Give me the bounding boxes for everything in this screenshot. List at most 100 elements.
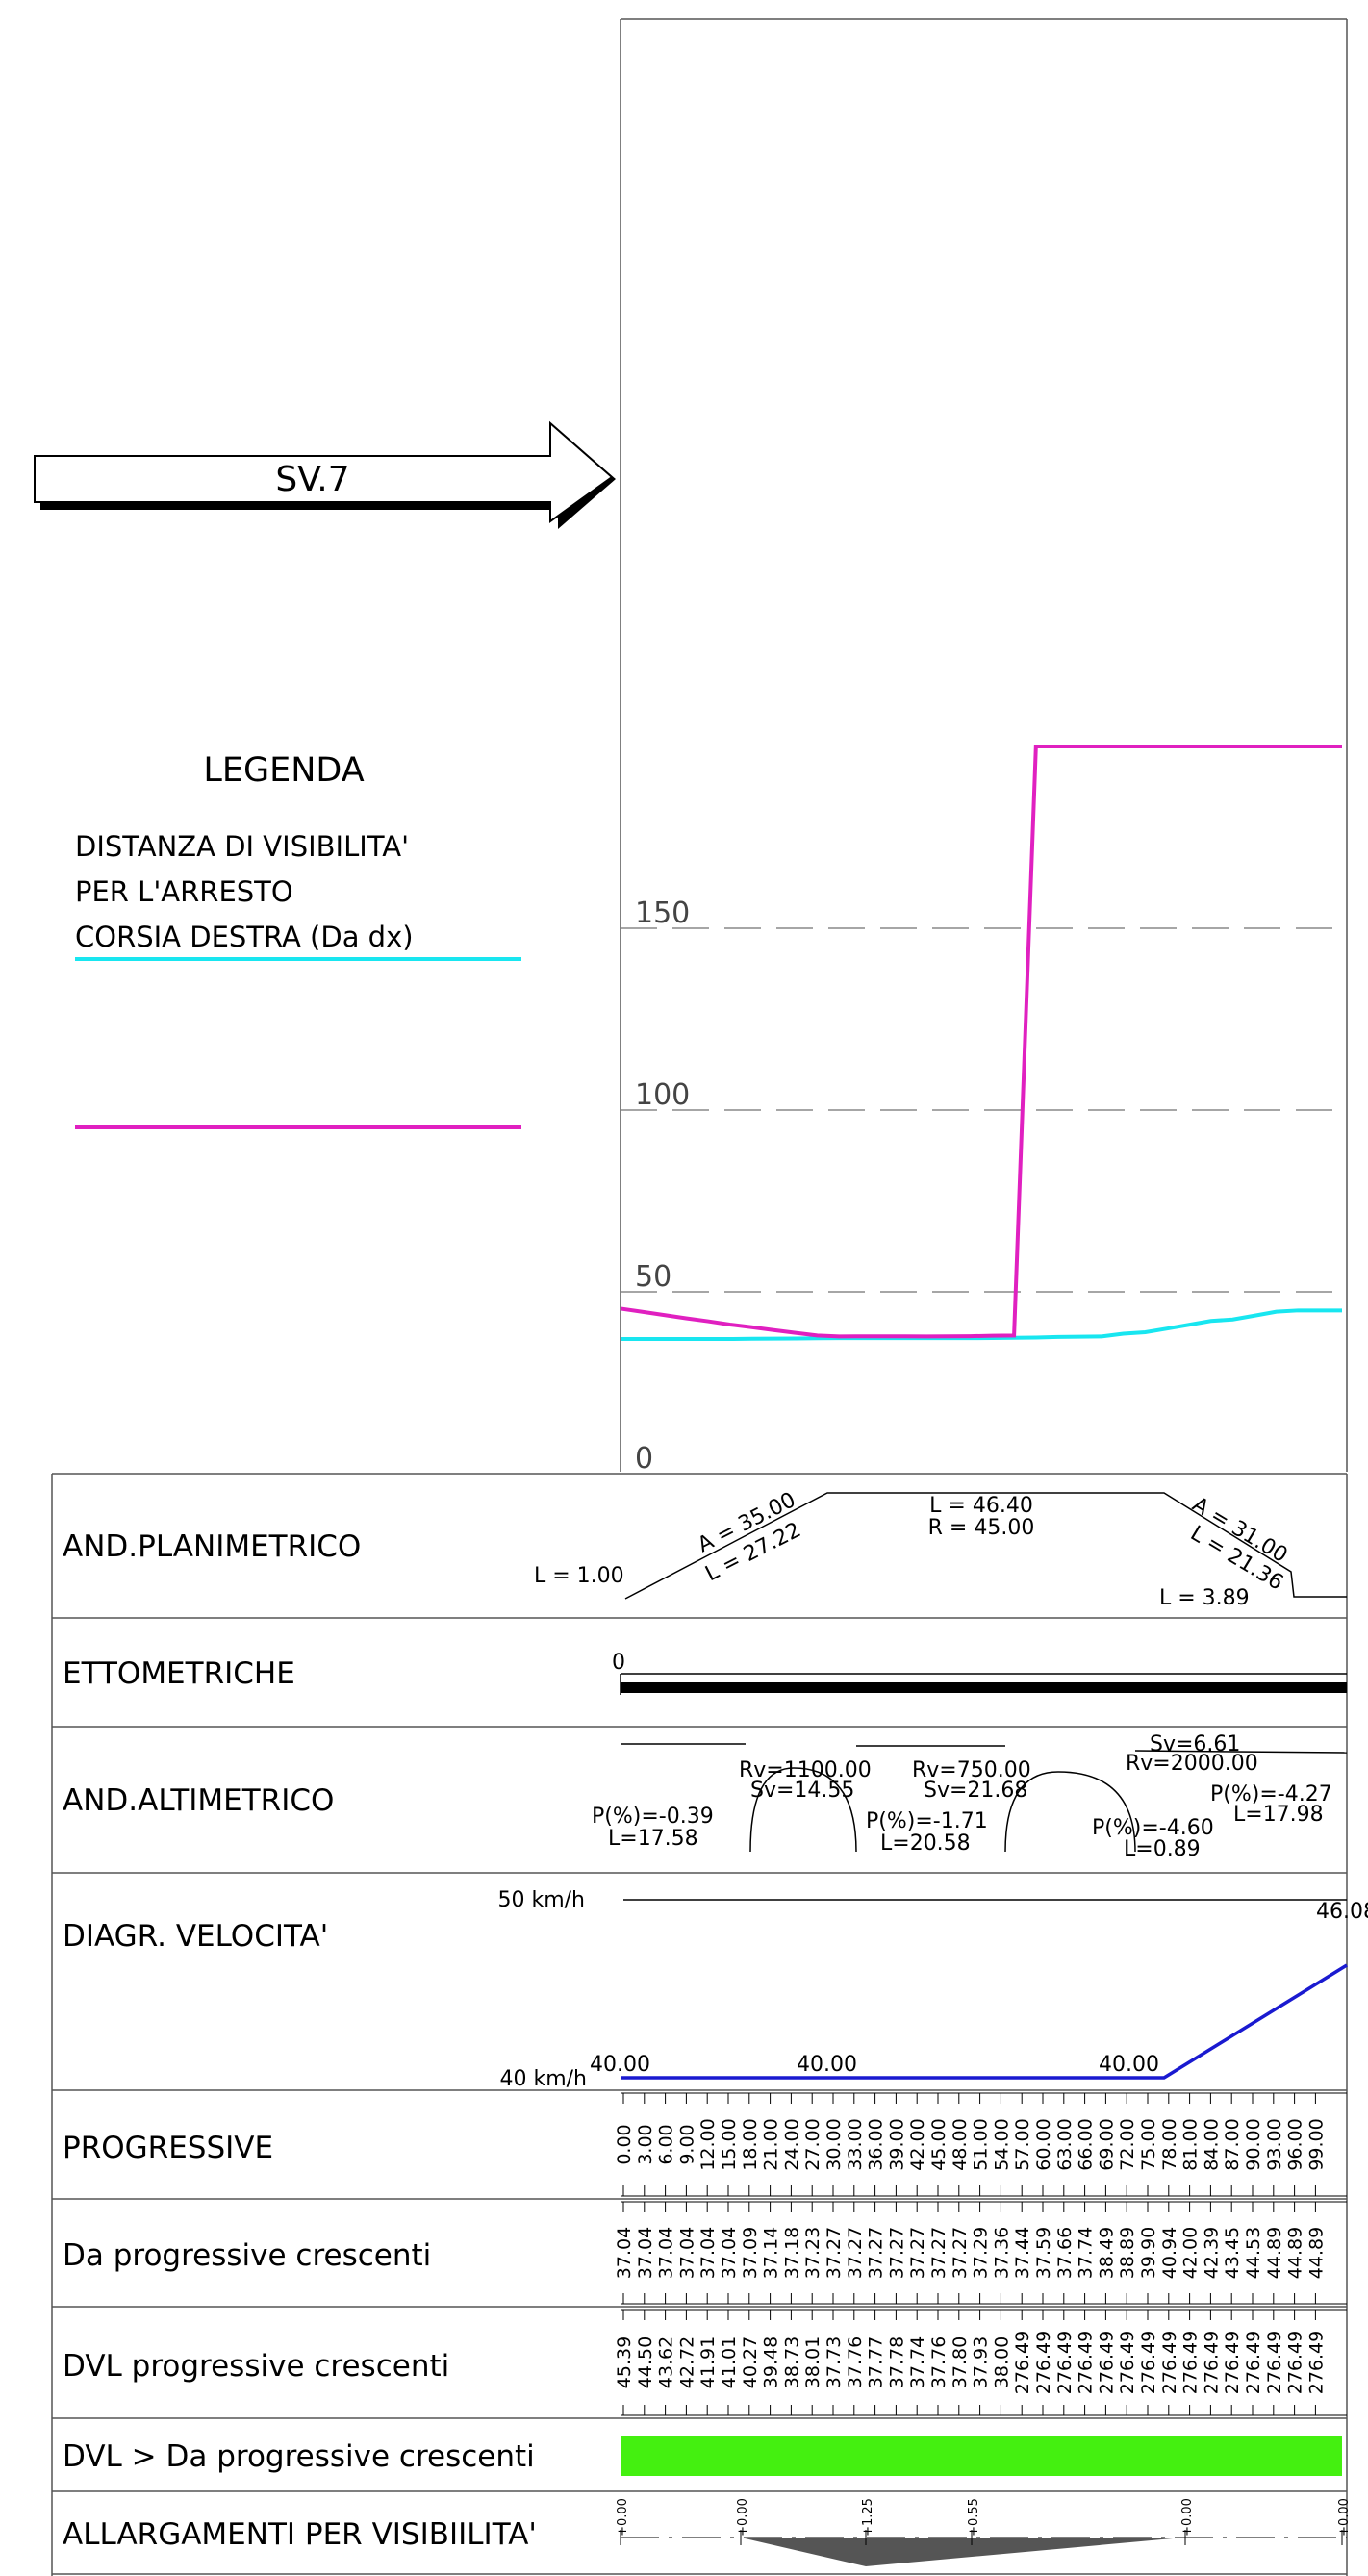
section-arrow: SV.7 <box>34 420 616 529</box>
cell-value: 38.73 <box>781 2336 802 2388</box>
velocity-v4: 46.08 <box>1316 1900 1368 1924</box>
cell-value: 37.27 <box>866 2227 887 2279</box>
velocity-v1: 40.00 <box>590 2053 650 2077</box>
cell-value: 276.49 <box>1096 2331 1117 2394</box>
cell-value: 37.27 <box>886 2227 907 2279</box>
cell-value: 38.01 <box>802 2336 823 2388</box>
cell-value: 276.49 <box>1138 2331 1159 2394</box>
cell-value: 37.04 <box>656 2227 677 2279</box>
cell-value: 45.00 <box>928 2118 950 2170</box>
speed-line <box>621 1963 1348 2080</box>
cell-value: 38.49 <box>1096 2227 1117 2279</box>
cell-value: 42.00 <box>1180 2227 1202 2279</box>
cell-value: 37.23 <box>802 2227 823 2279</box>
cell-value: 40.27 <box>740 2336 761 2388</box>
cell-value: 37.73 <box>823 2336 845 2388</box>
andalt-rv3: Rv=2000.00 <box>1126 1752 1258 1776</box>
andplan-l1: L = 1.00 <box>534 1564 624 1588</box>
legend-line-1: DISTANZA DI VISIBILITA' <box>75 830 409 863</box>
widening-value: +0.00 <box>1337 2498 1352 2537</box>
andalt-p4: P(%)=-4.27 <box>1210 1782 1332 1806</box>
row-label-andalt: AND.ALTIMETRICO <box>63 1783 334 1818</box>
cell-value: 30.00 <box>823 2118 845 2170</box>
cell-value: 37.27 <box>907 2227 928 2279</box>
chart-series <box>620 745 1342 1341</box>
andalt-p1: P(%)=-0.39 <box>592 1805 714 1829</box>
horizontal-alignment: L = 1.00 A = 35.00 L = 27.22 L = 46.40 R… <box>534 1488 1347 1610</box>
row-label-compare: DVL > Da progressive crescenti <box>63 2439 535 2474</box>
cell-value: 41.01 <box>719 2336 740 2388</box>
cell-value: 60.00 <box>1033 2118 1054 2170</box>
cell-value: 276.49 <box>1033 2331 1054 2394</box>
row-label-dvl: DVL progressive crescenti <box>63 2349 449 2384</box>
cell-value: 27.00 <box>802 2118 823 2170</box>
cell-value: 37.27 <box>928 2227 950 2279</box>
widening-value: +0.00 <box>616 2498 630 2537</box>
row-label-velocity: DIAGR. VELOCITA' <box>63 1919 328 1954</box>
cell-value: 6.00 <box>656 2124 677 2164</box>
cell-value: 39.48 <box>761 2336 782 2388</box>
cell-value: 276.49 <box>1054 2331 1076 2394</box>
cell-value: 54.00 <box>991 2118 1012 2170</box>
progressive-row: 0.00 3.00 6.00 9.00 12.00 15.00 18.00 21.00 24.0… <box>614 2092 1347 2197</box>
speed-diagram: 50 km/h 40 km/h 40.00 40.00 40.00 46.08 <box>497 1888 1368 2091</box>
velocity-v3: 40.00 <box>1099 2053 1159 2077</box>
andalt-sv1: Sv=14.55 <box>750 1779 854 1803</box>
cell-value: 42.00 <box>907 2118 928 2170</box>
dvl-row: 45.39 44.50 43.62 42.72 41.91 41.01 40.27 39.48… <box>614 2309 1347 2416</box>
widening-value: +1.25 <box>861 2498 875 2537</box>
cell-value: 37.04 <box>614 2227 635 2279</box>
cell-value: 84.00 <box>1201 2118 1222 2170</box>
cell-value: 38.00 <box>991 2336 1012 2388</box>
cell-value: 276.49 <box>1305 2331 1327 2394</box>
cell-value: 37.59 <box>1033 2227 1054 2279</box>
cell-value: 44.53 <box>1243 2227 1264 2279</box>
row-label-allargamenti: ALLARGAMENTI PER VISIBIILITA' <box>63 2517 537 2552</box>
cell-value: 37.04 <box>635 2227 656 2279</box>
widening-value: +0.00 <box>1180 2498 1195 2537</box>
cell-value: 41.91 <box>697 2336 719 2388</box>
cell-value: 37.04 <box>697 2227 719 2279</box>
cell-value: 37.36 <box>991 2227 1012 2279</box>
cell-value: 44.89 <box>1264 2227 1285 2279</box>
andalt-rv1: Rv=1100.00 <box>739 1758 872 1782</box>
cell-value: 276.49 <box>1117 2331 1138 2394</box>
row-label-da: Da progressive crescenti <box>63 2238 431 2273</box>
vertical-alignment: P(%)=-0.39 L=17.58 Rv=1100.00 Sv=14.55 P… <box>592 1732 1348 1861</box>
chart-grid: 150 100 50 0 <box>621 897 1347 1476</box>
cell-value: 18.00 <box>740 2118 761 2170</box>
cell-value: 44.89 <box>1285 2227 1306 2279</box>
cell-value: 37.44 <box>1012 2227 1033 2279</box>
cell-value: 69.00 <box>1096 2118 1117 2170</box>
cell-value: 37.78 <box>886 2336 907 2388</box>
andplan-l3: L = 46.40 <box>929 1494 1033 1518</box>
series-line-0 <box>621 1308 1342 1341</box>
andalt-sv2: Sv=21.68 <box>924 1779 1027 1803</box>
cell-value: 93.00 <box>1264 2118 1285 2170</box>
cell-value: 37.93 <box>971 2336 992 2388</box>
ettom-zero: 0 <box>612 1651 625 1675</box>
legend-title: LEGENDA <box>203 751 364 790</box>
cell-value: 276.49 <box>1264 2331 1285 2394</box>
cell-value: 37.76 <box>928 2336 950 2388</box>
cell-value: 36.00 <box>866 2118 887 2170</box>
cell-value: 37.14 <box>761 2227 782 2279</box>
cell-value: 37.76 <box>845 2336 866 2388</box>
andalt-p2: P(%)=-1.71 <box>866 1809 988 1833</box>
cell-value: 276.49 <box>1012 2331 1033 2394</box>
cell-value: 37.04 <box>719 2227 740 2279</box>
andalt-l1: L=17.58 <box>608 1827 698 1851</box>
cell-value: 39.00 <box>886 2118 907 2170</box>
cell-value: 37.18 <box>781 2227 802 2279</box>
da-row: 37.04 37.04 37.04 37.04 37.04 37.04 37.09 37.14… <box>614 2201 1347 2305</box>
cell-value: 37.29 <box>971 2227 992 2279</box>
velocity-label-40: 40 km/h <box>499 2067 587 2091</box>
y-tick-label: 0 <box>635 1442 653 1476</box>
cell-value: 33.00 <box>845 2118 866 2170</box>
cell-value: 66.00 <box>1076 2118 1097 2170</box>
cell-value: 24.00 <box>781 2118 802 2170</box>
cell-value: 12.00 <box>697 2118 719 2170</box>
cell-value: 3.00 <box>635 2124 656 2164</box>
cell-value: 37.27 <box>950 2227 971 2279</box>
y-tick-label: 50 <box>635 1260 671 1294</box>
